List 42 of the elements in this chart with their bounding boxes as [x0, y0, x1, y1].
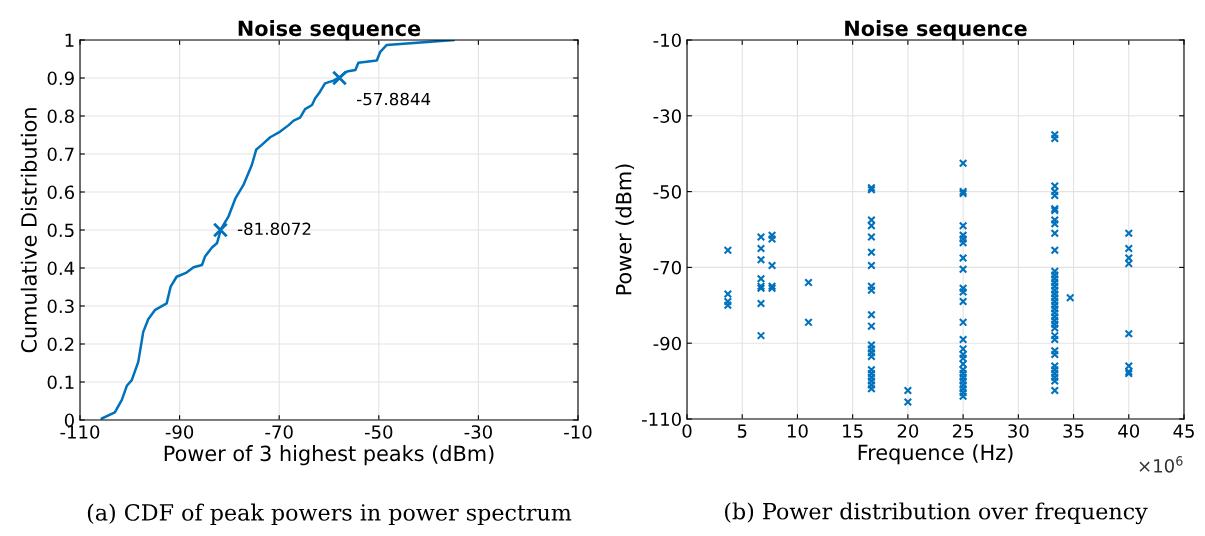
text: (a) CDF of peak powers in power spectrum — [87, 503, 572, 526]
x-axis-title: Frequence (Hz) — [858, 444, 1013, 465]
annotation: -81.8072 — [237, 222, 311, 236]
chart-title: Noise sequence — [845, 20, 1027, 41]
x-tick-label: 20 — [897, 424, 919, 438]
x-tick-label: -30 — [464, 425, 492, 439]
y-tick-label: 0.2 — [47, 337, 74, 352]
x-tick-label: 15 — [843, 424, 863, 438]
x-axis-title: Power of 3 highest peaks (dBm) — [164, 445, 494, 466]
x-tick-label: -90 — [165, 425, 194, 439]
y-tick-label: 0.1 — [47, 375, 74, 390]
y-axis-title: Power (dBm) — [615, 164, 635, 295]
y-tick-label: 0.8 — [47, 109, 74, 124]
y-tick-label: -110 — [642, 412, 681, 427]
y-tick-label: -50 — [653, 185, 681, 199]
text: (b) Power distribution over frequency — [725, 502, 1148, 525]
y-tick-label: -10 — [653, 33, 681, 48]
y-tick-label: 0.5 — [47, 223, 74, 238]
y-tick-label: 0.3 — [47, 299, 74, 314]
annotation: -57.8844 — [357, 92, 431, 106]
y-tick-label: -30 — [653, 109, 681, 123]
x-tick-label: 40 — [1118, 424, 1140, 438]
x-tick-label: 0 — [682, 424, 692, 438]
x-tick-label: 25 — [952, 424, 974, 438]
text: ×10$^{6}$ — [1139, 456, 1183, 473]
y-tick-label: 1 — [65, 33, 74, 47]
y-tick-label: 0.9 — [47, 71, 74, 86]
chart-title: Noise sequence — [238, 20, 421, 41]
x-tick-label: 10 — [787, 424, 808, 438]
y-axis-title: Cumulative Distribution — [20, 108, 37, 353]
x-tick-label: 45 — [1173, 424, 1194, 438]
x-tick-label: 30 — [1008, 424, 1029, 438]
x-tick-label: 5 — [737, 424, 747, 438]
x-tick-label: -10 — [564, 425, 592, 439]
x-tick-label: -70 — [265, 425, 293, 439]
x-tick-label: -50 — [364, 425, 393, 439]
x-tick-label: 35 — [1063, 424, 1084, 438]
y-tick-label: -70 — [653, 260, 681, 275]
y-tick-label: 0.7 — [47, 147, 74, 162]
y-tick-label: -90 — [653, 336, 681, 351]
y-tick-label: 0.6 — [47, 185, 74, 200]
y-tick-label: 0.4 — [47, 261, 75, 276]
